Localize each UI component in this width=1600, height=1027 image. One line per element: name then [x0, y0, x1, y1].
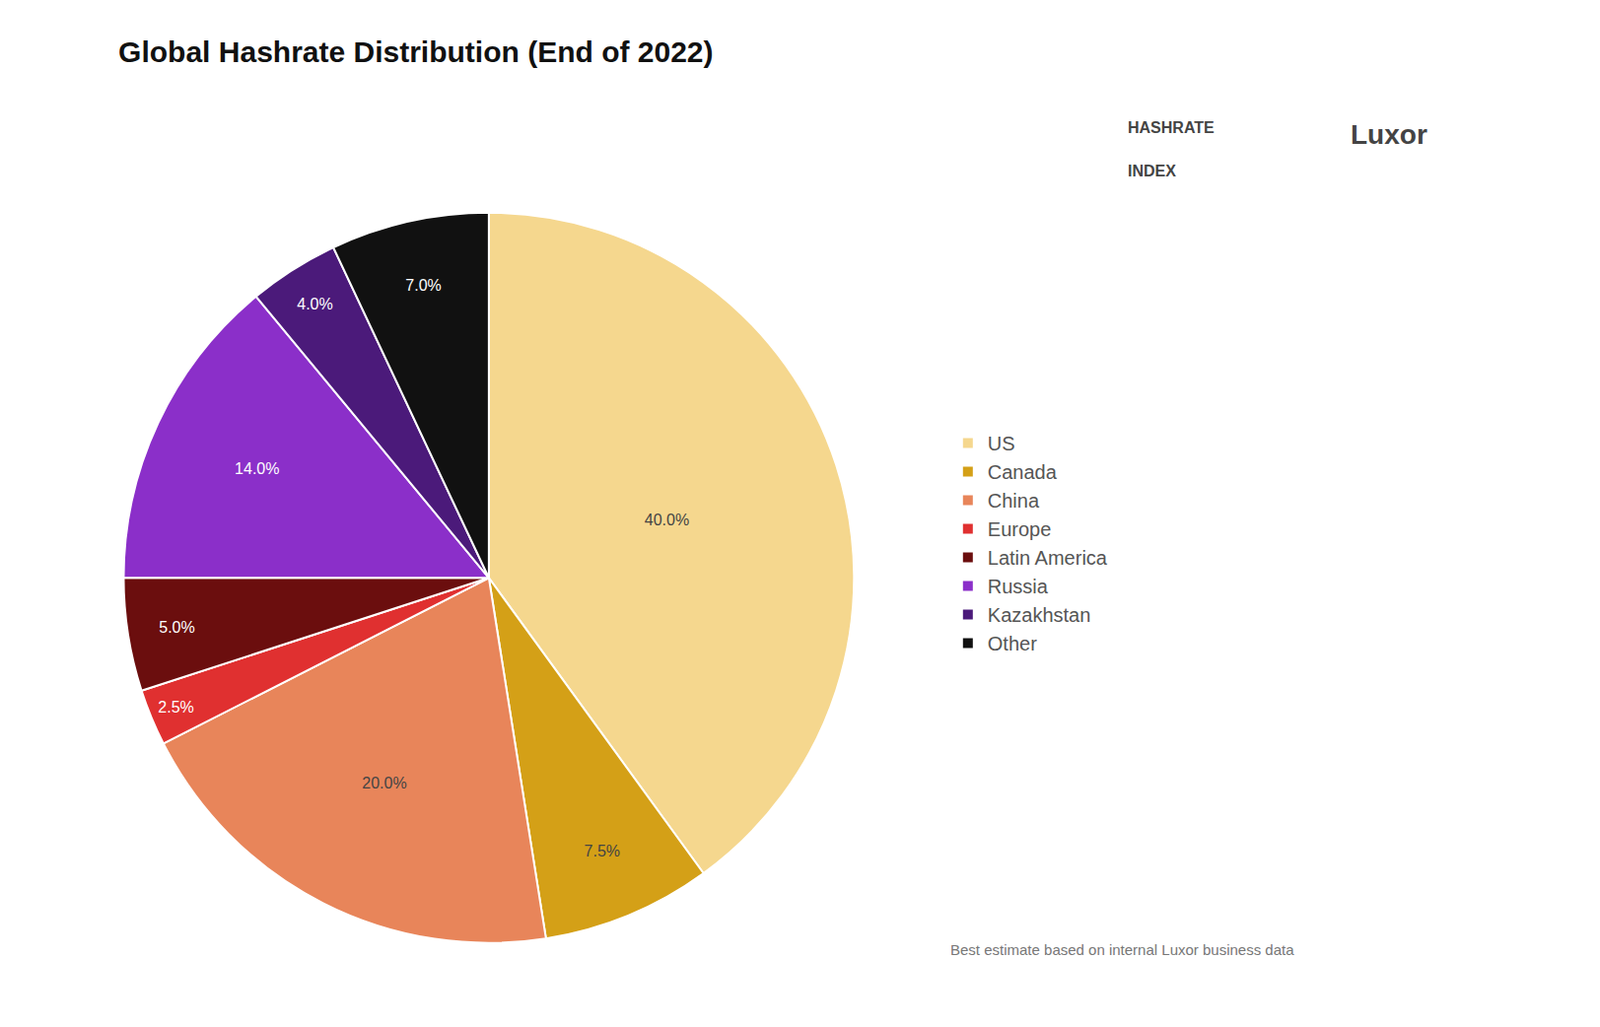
svg-text:Latin America: Latin America: [987, 547, 1109, 569]
svg-text:7.5%: 7.5%: [584, 842, 621, 860]
svg-text:Luxor: Luxor: [1350, 119, 1428, 150]
svg-text:Best estimate based on interna: Best estimate based on internal Luxor bu…: [950, 941, 1295, 959]
svg-text:HASHRATE: HASHRATE: [1127, 119, 1215, 137]
svg-text:Global Hashrate Distribution (: Global Hashrate Distribution (End of 202…: [118, 35, 713, 69]
svg-text:14.0%: 14.0%: [234, 460, 279, 478]
svg-text:20.0%: 20.0%: [361, 774, 407, 792]
svg-text:5.0%: 5.0%: [158, 619, 195, 636]
svg-text:China: China: [987, 489, 1041, 512]
svg-text:Other: Other: [987, 632, 1038, 655]
svg-text:Europe: Europe: [987, 518, 1052, 541]
svg-text:US: US: [987, 432, 1016, 455]
svg-text:4.0%: 4.0%: [296, 295, 333, 313]
svg-text:Kazakhstan: Kazakhstan: [987, 604, 1092, 627]
svg-text:Canada: Canada: [987, 461, 1058, 484]
svg-text:2.5%: 2.5%: [157, 698, 194, 716]
svg-text:Russia: Russia: [987, 575, 1049, 598]
svg-text:INDEX: INDEX: [1127, 162, 1177, 180]
svg-text:7.0%: 7.0%: [405, 277, 441, 294]
svg-text:40.0%: 40.0%: [644, 511, 690, 529]
